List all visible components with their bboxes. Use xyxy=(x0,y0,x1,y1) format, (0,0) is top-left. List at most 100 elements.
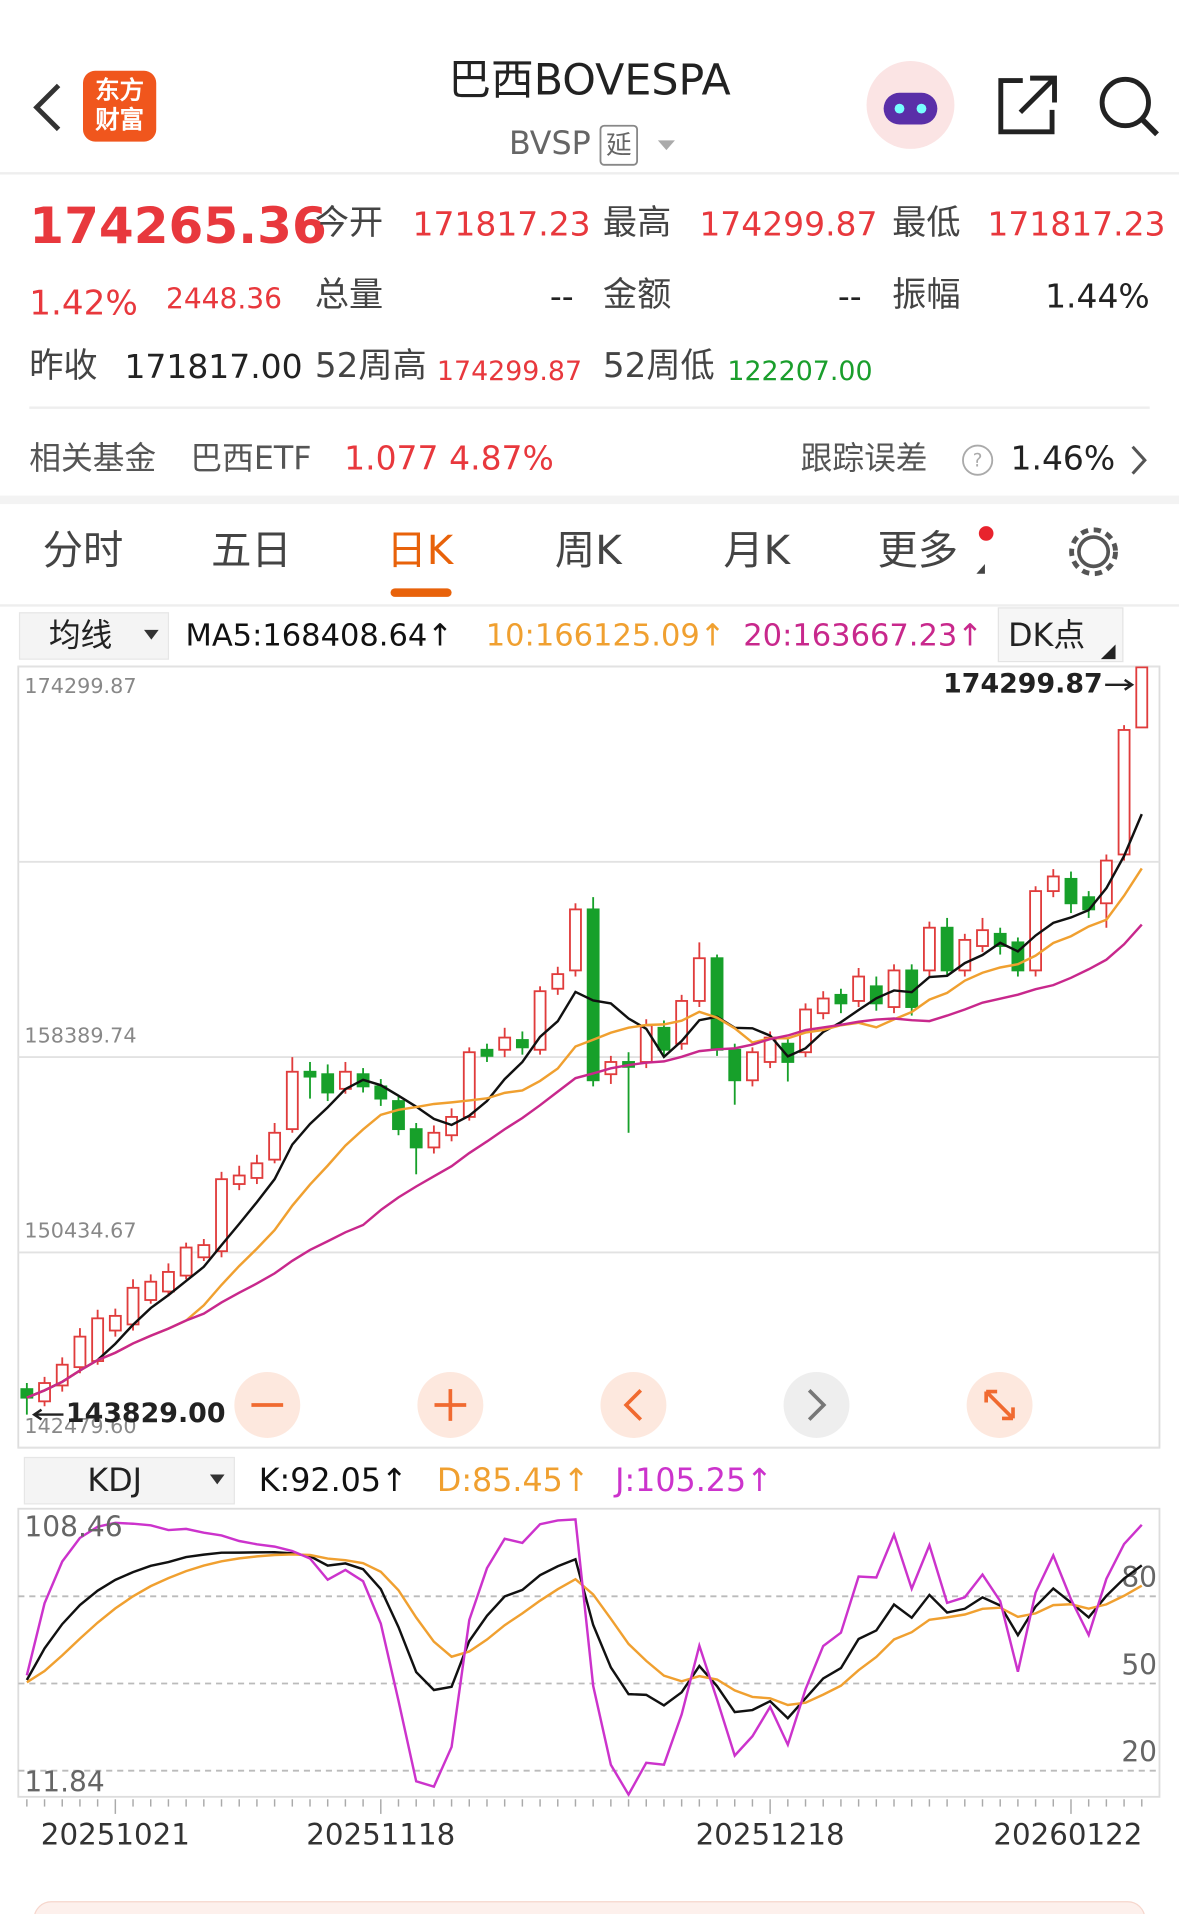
chevron[interactable] xyxy=(1131,445,1147,475)
candle-body xyxy=(940,926,954,972)
section-gap xyxy=(0,495,1179,505)
j-value: J:105.25↑ xyxy=(613,1463,773,1499)
candle-body xyxy=(958,938,972,972)
stat-value: 174299.87 xyxy=(437,356,582,387)
candle-body xyxy=(1011,941,1025,972)
fullscreen-button[interactable] xyxy=(966,1372,1033,1438)
ma-selector-label: 均线 xyxy=(49,618,112,654)
help-icon[interactable] xyxy=(962,444,994,476)
y-tick-label: 20 xyxy=(1121,1736,1157,1769)
stat-label: 52周高 xyxy=(315,346,427,386)
dk-label: DK点 xyxy=(1008,618,1085,654)
candle-body xyxy=(515,1039,529,1049)
candle-body xyxy=(303,1070,317,1078)
candles xyxy=(20,666,1149,1415)
candle-body xyxy=(923,926,936,972)
tab[interactable]: 月K xyxy=(723,528,791,574)
main-labels: 142479.60 150434.67 158389.74 174299.87 1742… xyxy=(24,668,1135,1438)
tab-underline xyxy=(390,588,452,597)
stat-value: 1.44% xyxy=(1045,276,1150,315)
code: BVSP xyxy=(509,126,591,162)
candle-body xyxy=(710,957,724,1051)
candle-body xyxy=(569,908,582,972)
stat-value: -- xyxy=(838,276,862,315)
prev-button[interactable] xyxy=(600,1372,667,1438)
candle-body xyxy=(551,973,565,990)
stat-label: 昨收 xyxy=(29,346,97,386)
y-tick-label: 158389.74 xyxy=(24,1023,136,1047)
settings-icon[interactable] xyxy=(1077,535,1111,569)
k-value: K:92.05↑ xyxy=(259,1463,408,1499)
dropdown[interactable] xyxy=(657,140,675,151)
tab[interactable]: 五日 xyxy=(211,528,292,574)
stat-label: 最高 xyxy=(603,203,671,243)
stat-value: 171817.23 xyxy=(987,204,1165,243)
candle-body xyxy=(285,1070,299,1131)
candle-body xyxy=(746,1051,759,1082)
tab[interactable]: 分时 xyxy=(43,528,124,574)
y-tick-label: 50 xyxy=(1121,1648,1157,1681)
next-button[interactable] xyxy=(783,1372,850,1438)
x-tick-label: 20251218 xyxy=(696,1817,845,1851)
candle-body xyxy=(20,1388,34,1399)
candle-body xyxy=(55,1363,69,1387)
logo-text: 财富 xyxy=(95,105,144,134)
search-icon[interactable] xyxy=(1099,76,1151,129)
zoom-in-button[interactable] xyxy=(417,1372,484,1438)
tab[interactable]: 更多 xyxy=(878,528,959,574)
candle-body xyxy=(834,993,848,1005)
stat-label: 最低 xyxy=(892,203,960,243)
candle-body xyxy=(427,1131,441,1149)
candle-body xyxy=(162,1271,175,1293)
delay-tag: 延 xyxy=(606,130,632,160)
candle-body xyxy=(692,957,706,1002)
dk-button[interactable] xyxy=(997,607,1124,663)
k-line xyxy=(25,1550,1143,1720)
candle-body xyxy=(1117,729,1131,856)
avatar-face xyxy=(883,92,938,125)
avatar-eye xyxy=(894,103,905,114)
tabs: 分时 五日 日K 周K 月K 更多 xyxy=(43,528,958,574)
zoom-out-button[interactable] xyxy=(234,1372,301,1438)
candle-body xyxy=(91,1317,105,1362)
candle-body xyxy=(73,1335,87,1369)
y-tick-label: 142479.60 xyxy=(24,1414,136,1438)
candle-body xyxy=(462,1051,476,1118)
candle-body xyxy=(1046,875,1060,893)
ma5-line xyxy=(26,813,1143,1399)
d-line xyxy=(26,1553,1143,1707)
avatar-eye xyxy=(916,103,927,114)
candle-body xyxy=(392,1100,405,1131)
more-triangle xyxy=(976,563,985,574)
help-icon-glyph: ? xyxy=(973,450,983,471)
candle-body xyxy=(321,1073,335,1094)
date-axis: 20251021 20251118 20251218 20260122 xyxy=(26,1799,1143,1851)
candle-body xyxy=(108,1314,122,1332)
candle-body xyxy=(197,1244,211,1259)
ma5-value: MA5:168408.64↑ xyxy=(186,619,453,654)
tab[interactable]: 周K xyxy=(555,528,623,574)
candle-body xyxy=(215,1178,228,1253)
logo xyxy=(82,70,157,142)
candle-body xyxy=(498,1036,512,1051)
dropdown xyxy=(144,629,159,640)
share-icon[interactable] xyxy=(998,75,1057,135)
ma-selector[interactable] xyxy=(18,612,170,660)
kdj-selector[interactable] xyxy=(23,1456,235,1505)
settings-icon-teeth xyxy=(1069,527,1118,577)
tab[interactable]: 日K xyxy=(387,528,455,574)
y-tick-label: 150434.67 xyxy=(24,1219,136,1243)
candle-body xyxy=(852,975,866,1002)
back-button[interactable] xyxy=(33,83,61,132)
max-label: 174299.87 xyxy=(943,668,1103,699)
candle-body xyxy=(144,1280,158,1301)
candle-body xyxy=(409,1128,423,1149)
fund-change: 4.87% xyxy=(449,439,554,478)
kdj-plot-frame xyxy=(17,1507,1161,1798)
y-tick-label: 174299.87 xyxy=(24,674,136,698)
fund-name[interactable]: 巴西ETF xyxy=(190,441,311,477)
tag-box xyxy=(599,124,639,166)
ma20-line xyxy=(26,923,1143,1399)
fund-label: 相关基金 xyxy=(29,441,156,477)
